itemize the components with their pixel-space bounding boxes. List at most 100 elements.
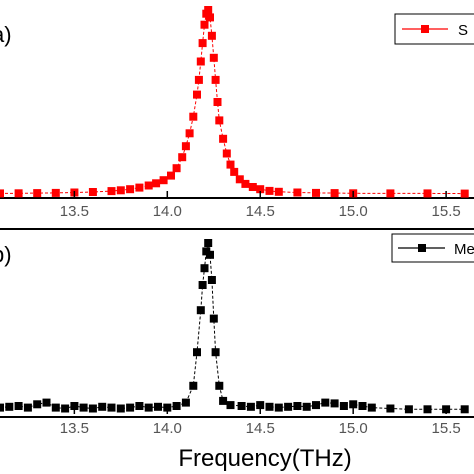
data-point [256, 185, 265, 194]
panel-label-b: b) [0, 242, 12, 267]
data-point [423, 405, 432, 414]
series-a [0, 6, 469, 198]
x-ticks-b: 13.5 14.0 14.5 15.0 15.5 [60, 408, 461, 437]
data-point [226, 401, 235, 410]
data-point [194, 75, 203, 84]
data-point [88, 404, 97, 413]
data-point [107, 187, 116, 196]
data-point [23, 403, 32, 412]
data-point [0, 403, 4, 412]
data-point [126, 185, 135, 194]
data-point [193, 90, 201, 99]
data-point [423, 189, 432, 198]
data-point [198, 281, 207, 289]
data-point [14, 189, 23, 198]
data-point [367, 403, 376, 412]
data-point [181, 142, 190, 151]
data-point [88, 188, 97, 196]
x-ticks-a: 13.5 14.0 14.5 15.0 15.5 [60, 191, 461, 220]
x-tick-label: 14.0 [153, 420, 182, 437]
data-point [144, 403, 153, 412]
data-point [274, 187, 283, 196]
legend-b: Me [391, 233, 474, 263]
data-point [200, 20, 209, 29]
data-point [196, 306, 205, 315]
data-point [246, 402, 255, 411]
data-point [79, 403, 88, 412]
data-point [312, 188, 320, 197]
data-point [51, 403, 60, 412]
data-point [204, 6, 213, 14]
x-tick-label: 15.0 [339, 420, 368, 437]
data-point [211, 75, 220, 84]
data-point [209, 53, 218, 62]
data-point [107, 403, 116, 412]
data-point [293, 402, 302, 410]
data-point [241, 179, 250, 188]
data-point [222, 149, 231, 158]
data-point [209, 314, 218, 323]
data-point [211, 348, 220, 357]
data-point [219, 134, 228, 143]
x-tick-label: 15.0 [339, 203, 368, 220]
data-point [5, 402, 14, 411]
x-axis-label: Frequency(THz) [178, 445, 351, 472]
data-point [265, 186, 274, 195]
data-point [163, 403, 172, 412]
data-point [404, 405, 413, 414]
data-point [42, 398, 51, 407]
data-point [213, 98, 222, 106]
legend-label-a: S [458, 22, 468, 39]
data-point [172, 402, 181, 410]
x-tick-label: 13.5 [60, 203, 89, 220]
data-point [198, 39, 207, 48]
data-point [226, 160, 235, 169]
data-point [265, 402, 274, 411]
data-point [460, 189, 469, 198]
data-point [172, 164, 181, 173]
data-point [135, 183, 144, 192]
data-point [206, 250, 214, 259]
data-point [330, 399, 339, 408]
legend-marker-a [421, 25, 429, 33]
legend-marker-b [418, 244, 426, 252]
data-point [330, 189, 339, 198]
data-point [33, 189, 42, 198]
data-point [235, 175, 244, 184]
data-point [460, 405, 469, 414]
data-point [274, 403, 283, 412]
data-point [358, 402, 367, 410]
data-point [339, 402, 348, 410]
data-point [219, 396, 228, 405]
x-tick-label: 14.0 [153, 203, 182, 220]
panel-label-a: a) [0, 22, 12, 47]
data-point [144, 181, 153, 190]
data-point [293, 188, 302, 197]
data-point [215, 116, 224, 125]
data-point [0, 189, 4, 198]
legend-box-b [391, 233, 474, 263]
data-point [14, 402, 23, 410]
data-point [256, 401, 265, 410]
data-point [98, 402, 107, 411]
data-point [116, 404, 125, 413]
data-point [189, 112, 198, 121]
data-point [206, 13, 214, 22]
data-point [237, 402, 246, 410]
data-point [189, 381, 198, 390]
data-point [200, 264, 209, 273]
series-b [0, 239, 469, 414]
plot-frame-b [0, 228, 474, 418]
data-point [181, 398, 190, 407]
data-point [204, 239, 213, 247]
data-point [135, 402, 144, 410]
x-tick-label: 14.5 [246, 203, 275, 220]
data-point [152, 179, 161, 188]
panel-b: b) Me 13.5 14.0 14.5 15.0 15.5 Frequency(THz… [0, 228, 474, 472]
x-tick-label: 13.5 [60, 420, 89, 437]
data-point [159, 176, 168, 185]
data-point [70, 402, 79, 410]
data-point [185, 129, 194, 138]
plot-frame-a [0, 197, 474, 199]
